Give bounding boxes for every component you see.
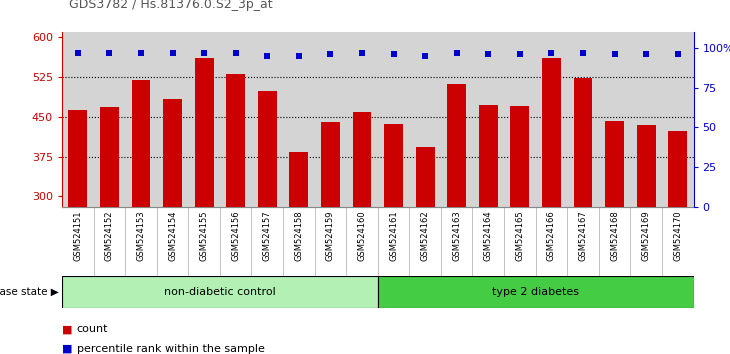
Point xyxy=(609,51,620,57)
Text: GSM524158: GSM524158 xyxy=(294,211,304,261)
Bar xyxy=(378,276,694,308)
Text: GSM524156: GSM524156 xyxy=(231,211,240,261)
Text: GSM524169: GSM524169 xyxy=(642,211,650,261)
Bar xyxy=(163,99,182,207)
Text: GSM524165: GSM524165 xyxy=(515,211,524,261)
Text: type 2 diabetes: type 2 diabetes xyxy=(492,287,579,297)
Bar xyxy=(574,78,593,207)
Bar xyxy=(353,112,372,207)
Bar xyxy=(479,105,498,207)
Point xyxy=(199,50,210,56)
Bar xyxy=(668,131,687,207)
Text: count: count xyxy=(77,324,108,334)
Bar xyxy=(195,58,214,207)
Bar xyxy=(415,147,434,207)
Point xyxy=(514,51,526,57)
Bar xyxy=(542,58,561,207)
Text: GSM524160: GSM524160 xyxy=(358,211,366,261)
Text: GSM524167: GSM524167 xyxy=(578,211,588,261)
Point xyxy=(72,50,84,56)
Bar xyxy=(289,153,308,207)
Text: percentile rank within the sample: percentile rank within the sample xyxy=(77,344,264,354)
Point xyxy=(419,53,431,58)
Text: GSM524166: GSM524166 xyxy=(547,211,556,261)
Point xyxy=(388,51,399,57)
Text: GSM524163: GSM524163 xyxy=(452,211,461,261)
Point xyxy=(104,50,115,56)
Text: GSM524157: GSM524157 xyxy=(263,211,272,261)
Text: GSM524154: GSM524154 xyxy=(168,211,177,261)
Bar xyxy=(258,91,277,207)
Bar xyxy=(447,84,466,207)
Bar xyxy=(605,121,624,207)
Point xyxy=(577,50,589,56)
Point xyxy=(230,50,242,56)
Text: GSM524152: GSM524152 xyxy=(105,211,114,261)
Text: GSM524164: GSM524164 xyxy=(484,211,493,261)
Text: GSM524155: GSM524155 xyxy=(199,211,209,261)
Text: GSM524153: GSM524153 xyxy=(137,211,145,261)
Point xyxy=(135,50,147,56)
Bar xyxy=(131,80,150,207)
Point xyxy=(672,51,683,57)
Bar xyxy=(100,107,119,207)
Text: GSM524170: GSM524170 xyxy=(673,211,683,261)
Point xyxy=(451,50,463,56)
Point xyxy=(483,51,494,57)
Bar xyxy=(510,106,529,207)
Bar xyxy=(384,124,403,207)
Point xyxy=(640,51,652,57)
Point xyxy=(293,53,304,58)
Bar xyxy=(69,110,88,207)
Bar xyxy=(226,74,245,207)
Text: ■: ■ xyxy=(62,324,72,334)
Text: GSM524151: GSM524151 xyxy=(73,211,82,261)
Point xyxy=(356,50,368,56)
Text: non-diabetic control: non-diabetic control xyxy=(164,287,276,297)
Point xyxy=(545,50,557,56)
Bar xyxy=(321,122,340,207)
Text: disease state ▶: disease state ▶ xyxy=(0,287,58,297)
Bar xyxy=(62,276,378,308)
Point xyxy=(325,51,337,57)
Point xyxy=(261,53,273,58)
Text: GSM524159: GSM524159 xyxy=(326,211,335,261)
Text: GSM524161: GSM524161 xyxy=(389,211,398,261)
Text: GSM524162: GSM524162 xyxy=(420,211,430,261)
Text: ■: ■ xyxy=(62,344,72,354)
Text: GSM524168: GSM524168 xyxy=(610,211,619,261)
Bar xyxy=(637,125,656,207)
Text: GDS3782 / Hs.81376.0.S2_3p_at: GDS3782 / Hs.81376.0.S2_3p_at xyxy=(69,0,273,11)
Point xyxy=(166,50,178,56)
